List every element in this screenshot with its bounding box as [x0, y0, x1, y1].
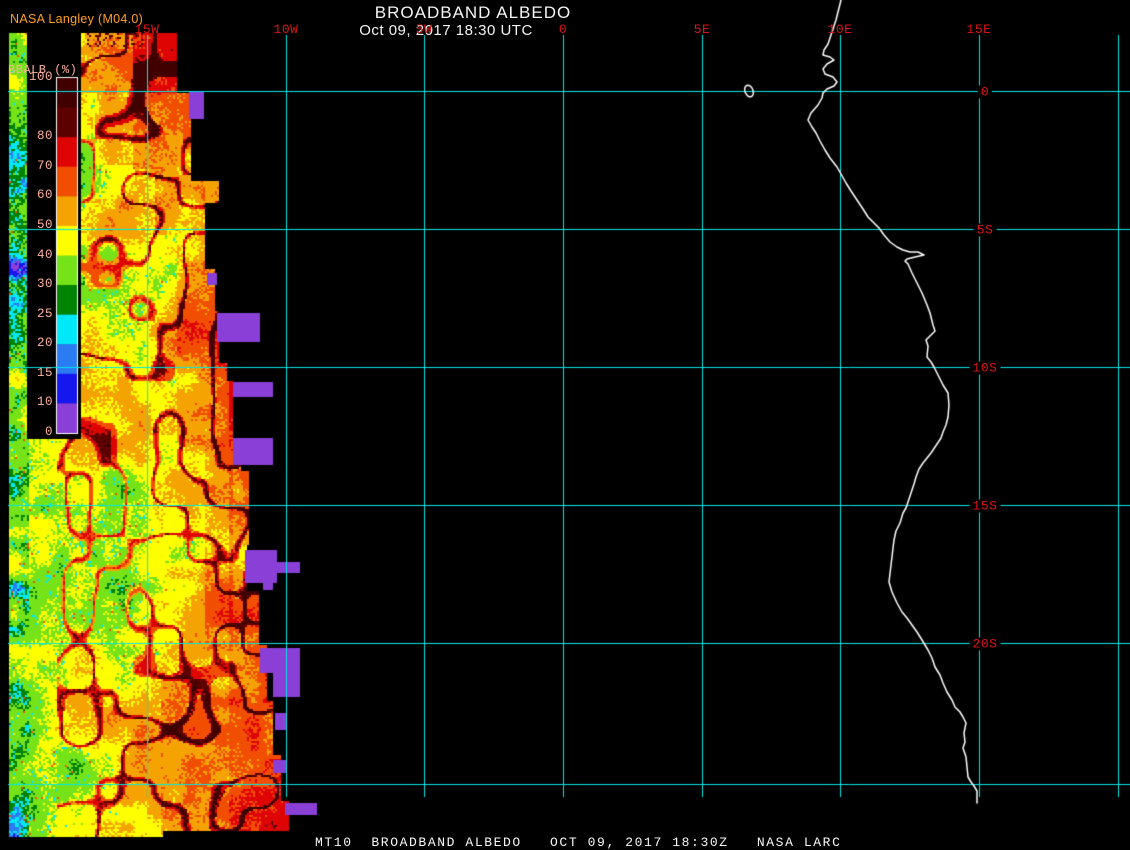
- legend-tick-label: 25: [36, 306, 53, 321]
- legend-tick-label: 100: [28, 70, 53, 84]
- lat-label: 10S: [969, 361, 1001, 375]
- legend-tick-label: 20: [36, 336, 53, 351]
- lat-label: 20S: [969, 637, 1001, 651]
- lon-label: 15W: [134, 22, 160, 37]
- legend-tick-label: 10: [36, 395, 53, 410]
- legend-title: BBALB (%): [8, 63, 78, 77]
- page-title: BROADBAND ALBEDO: [374, 3, 572, 22]
- lon-label: 10E: [827, 22, 853, 37]
- legend-tick-label: 60: [36, 188, 53, 203]
- lon-label: 5E: [693, 22, 711, 37]
- lon-label: 15E: [966, 22, 992, 37]
- legend-tick-label: 0: [44, 425, 53, 439]
- legend-tick-label: 50: [36, 217, 53, 232]
- credit-label: NASA Langley (M04.0): [10, 12, 144, 26]
- lat-label: 15S: [969, 499, 1001, 513]
- legend-tick-label: 40: [36, 247, 53, 262]
- legend-tick-label: 70: [36, 158, 53, 173]
- lat-label: 5S: [973, 223, 997, 237]
- lon-label: 0: [558, 22, 568, 37]
- lon-label: 10W: [273, 22, 299, 37]
- legend-tick-label: 30: [36, 277, 53, 292]
- legend-tick-label: 15: [36, 365, 53, 380]
- lon-label: 5W: [415, 22, 433, 37]
- page-subtitle: Oct 09, 2017 18:30 UTC: [359, 22, 533, 39]
- legend-tick-label: 80: [36, 129, 53, 144]
- lat-label: 0: [977, 85, 993, 99]
- bottom-caption: MT10 BROADBAND ALBEDO OCT 09, 2017 18:30…: [315, 835, 842, 850]
